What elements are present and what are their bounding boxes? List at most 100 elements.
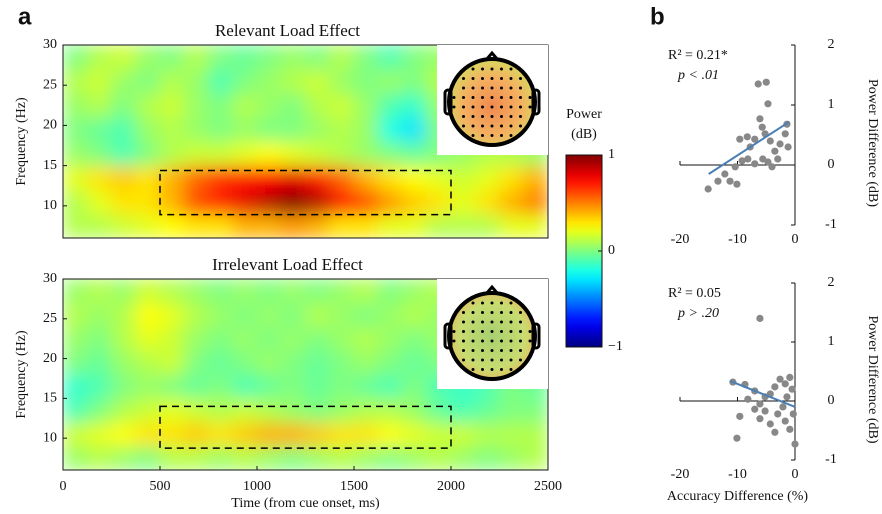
heatmap-cell <box>329 165 355 191</box>
heatmap-cell <box>208 116 234 142</box>
electrode <box>471 311 475 314</box>
y-axis-label: Frequency (Hz) <box>14 97 29 186</box>
electrode <box>481 77 484 80</box>
heatmap-cell <box>63 213 88 238</box>
x-tick-label: 1500 <box>340 479 368 494</box>
heatmap-cell <box>305 165 331 191</box>
heatmap-cell <box>499 397 525 423</box>
heatmap-cell <box>159 189 185 215</box>
point <box>704 185 712 193</box>
heatmap-cell <box>523 189 548 215</box>
heatmap-cell <box>402 350 428 375</box>
heatmap-cell <box>523 445 548 470</box>
electrode <box>490 301 494 305</box>
heatmap-cell <box>135 279 161 304</box>
heatmap-cell <box>402 445 428 470</box>
electrode <box>519 349 522 352</box>
heatmap-cell <box>135 445 161 470</box>
electrode <box>471 134 475 137</box>
heatmap-cell <box>280 326 306 352</box>
electrode <box>452 105 456 109</box>
heatmap-cell <box>183 374 209 399</box>
heatmap-cell <box>135 350 161 375</box>
heatmap-cell <box>377 116 403 142</box>
heatmap-cell <box>159 141 185 167</box>
heatmap-cell <box>402 279 428 304</box>
electrode <box>462 105 465 109</box>
electrode <box>490 124 494 128</box>
point <box>768 163 776 171</box>
x-tick-label: 1000 <box>243 479 271 494</box>
electrode <box>509 358 513 362</box>
nose <box>484 284 500 295</box>
point <box>756 415 764 423</box>
heatmap-cell <box>63 302 88 328</box>
heatmap-cell <box>402 92 428 118</box>
x-tick-label: 2000 <box>437 479 465 494</box>
electrode <box>490 96 494 99</box>
heatmap-cell <box>183 213 209 238</box>
heatmap-cell <box>377 68 403 94</box>
heatmap-cell <box>232 445 258 470</box>
point <box>766 420 774 428</box>
heatmap-cell <box>63 397 88 423</box>
electrode <box>452 96 456 99</box>
heatmap-cell <box>208 68 234 94</box>
electrode <box>490 86 494 90</box>
heatmap-cell <box>450 397 476 423</box>
heatmap-cell <box>183 350 209 375</box>
point <box>762 78 770 86</box>
heatmap-cell <box>232 397 258 423</box>
y-tick-label: 10 <box>43 198 57 213</box>
y-tick-label: 0 <box>828 393 835 408</box>
electrode <box>471 77 475 80</box>
x-tick-label: 2500 <box>534 479 562 494</box>
electrode <box>500 124 503 128</box>
heatmap-cell <box>402 45 428 70</box>
heatmap-cell <box>280 45 306 70</box>
electrode <box>481 330 484 333</box>
heatmap-cell <box>86 302 112 328</box>
point <box>781 130 789 138</box>
heatmap-cell <box>208 302 234 328</box>
fit-line <box>729 380 796 408</box>
heatmap-cell <box>256 165 282 191</box>
heatmap-cell <box>329 326 355 352</box>
electrode <box>528 96 532 99</box>
heatmap-cell <box>232 326 258 352</box>
heatmap-cell <box>377 374 403 399</box>
electrode <box>481 96 484 99</box>
heatmap-cell <box>111 445 137 470</box>
heatmap-cell <box>135 189 161 215</box>
heatmap-cell <box>280 350 306 375</box>
electrode <box>471 320 475 324</box>
heatmap-cell <box>135 165 161 191</box>
electrode <box>528 105 532 109</box>
x-tick-label: -20 <box>671 467 690 482</box>
topo-inset <box>437 45 548 155</box>
heatmap-cell <box>499 445 525 470</box>
y-tick-label: 20 <box>43 351 57 366</box>
electrode <box>452 339 456 343</box>
electrode <box>490 339 494 343</box>
electrode <box>519 320 522 324</box>
electrode <box>509 124 513 128</box>
y-tick-label: 15 <box>43 391 57 406</box>
electrode <box>500 105 503 109</box>
heatmap-cell <box>305 141 331 167</box>
heatmap-cell <box>159 421 185 447</box>
heatmap-cell <box>63 374 88 399</box>
heatmap-cell <box>280 374 306 399</box>
heatmap-cell <box>305 421 331 447</box>
electrode <box>519 330 522 333</box>
heatmap-cell <box>208 213 234 238</box>
electrode <box>481 124 484 128</box>
heatmap-cell <box>183 141 209 167</box>
heatmap-cell <box>426 421 452 447</box>
heatmap-cell <box>86 350 112 375</box>
heatmap-cell <box>159 165 185 191</box>
heatmap-cell <box>305 92 331 118</box>
heatmap-cell <box>208 92 234 118</box>
x-tick-label: -10 <box>728 467 747 482</box>
